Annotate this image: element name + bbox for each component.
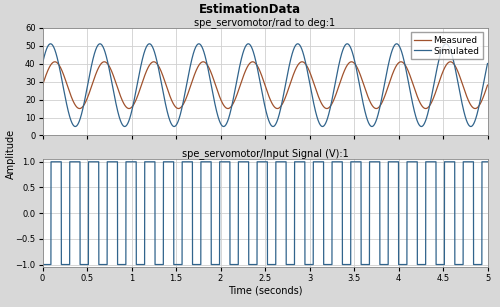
- Simulated: [58, 73, 64, 77]
- Measured: [58, 67, 64, 70]
- Line: Measured: Measured: [42, 62, 488, 109]
- X-axis label: Time (seconds): Time (seconds): [228, 286, 302, 296]
- Simulated: [257, 80, 263, 84]
- Text: Amplitude: Amplitude: [6, 128, 16, 179]
- Simulated: [461, 110, 467, 114]
- Measured: [257, 70, 263, 73]
- Measured: [66, 89, 72, 93]
- Simulated: [72, 125, 78, 128]
- Title: spe_servomotor/rad to deg:1: spe_servomotor/rad to deg:1: [194, 17, 336, 28]
- Simulated: [48, 42, 54, 46]
- Measured: [42, 77, 48, 81]
- Measured: [40, 83, 46, 87]
- Title: spe_servomotor/Input Signal (V):1: spe_servomotor/Input Signal (V):1: [182, 148, 348, 159]
- Simulated: [42, 53, 48, 57]
- Measured: [76, 107, 82, 111]
- Simulated: [484, 62, 490, 65]
- Measured: [52, 60, 58, 64]
- Measured: [127, 107, 133, 110]
- Measured: [484, 83, 490, 87]
- Line: Simulated: Simulated: [42, 44, 488, 126]
- Legend: Measured, Simulated: Measured, Simulated: [411, 32, 483, 59]
- Simulated: [127, 116, 133, 120]
- Measured: [461, 87, 467, 91]
- Text: EstimationData: EstimationData: [199, 3, 301, 16]
- Simulated: [40, 62, 46, 65]
- Simulated: [66, 113, 72, 117]
